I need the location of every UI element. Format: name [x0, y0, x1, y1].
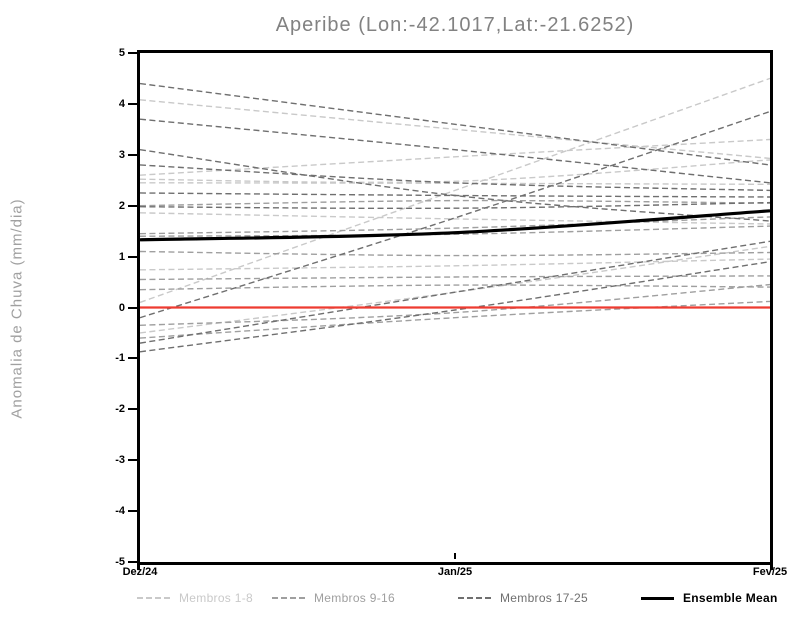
- member-line-g3-9: [140, 261, 770, 353]
- dashed-line-sample-dark: [458, 597, 491, 599]
- y-tick-mark: [128, 255, 137, 258]
- member-line-g2-7: [140, 300, 770, 339]
- x-tick-mark-jan: [454, 553, 456, 559]
- y-tick-label: 4: [118, 97, 125, 110]
- member-line-g1-2: [140, 159, 770, 184]
- legend-item-membros-1-8: Membros 1-8: [137, 590, 253, 606]
- y-tick-label: -5: [115, 556, 125, 568]
- member-line-g3-5: [140, 192, 770, 198]
- y-tick-mark: [128, 204, 137, 207]
- member-line-g2-1: [140, 216, 770, 235]
- y-tick-mark: [128, 153, 137, 156]
- legend-label: Membros 17-25: [500, 591, 588, 605]
- x-tick-label: Fev/25: [752, 566, 788, 578]
- member-line-g1-5: [140, 77, 770, 304]
- member-line-g1-7: [140, 212, 770, 225]
- y-tick-mark: [128, 52, 137, 54]
- legend-item-membros-9-16: Membros 9-16: [272, 590, 395, 606]
- y-tick-mark: [128, 306, 137, 309]
- plot-area: [140, 77, 770, 353]
- member-line-g1-1: [140, 99, 770, 160]
- member-line-g2-8: [140, 199, 770, 207]
- member-line-g3-3: [140, 149, 770, 222]
- legend-label: Ensemble Mean: [683, 591, 778, 605]
- y-tick-label: 1: [118, 250, 125, 263]
- member-line-g1-8: [140, 258, 770, 271]
- member-line-g3-1: [140, 82, 770, 166]
- y-axis-label: Anomalia de Chuva (mm/dia): [8, 198, 26, 419]
- dashed-line-sample-light: [137, 597, 170, 599]
- member-line-g3-6: [140, 201, 770, 210]
- dashed-line-sample-medium: [272, 597, 305, 599]
- y-tick-mark: [128, 510, 137, 513]
- y-tick-label: 2: [118, 199, 125, 212]
- member-line-g2-4: [140, 275, 770, 281]
- y-tick-label: 5: [118, 47, 125, 59]
- y-tick-mark: [128, 459, 137, 462]
- x-tick-label: Jan/25: [437, 566, 473, 578]
- member-line-g1-4: [140, 138, 770, 176]
- member-line-g2-6: [140, 283, 770, 327]
- member-line-g1-6: [140, 245, 770, 334]
- y-tick-mark: [128, 408, 137, 411]
- y-tick-label: -3: [115, 454, 125, 467]
- member-line-g3-8: [140, 240, 770, 344]
- y-tick-mark: [128, 561, 137, 563]
- legend-item-ensemble-mean: Ensemble Mean: [641, 590, 778, 606]
- x-tick-label: Dez/24: [122, 566, 158, 578]
- y-tick-label: -4: [115, 505, 125, 518]
- ensemble-mean-line: [140, 209, 770, 242]
- member-line-g3-7: [140, 110, 770, 319]
- member-line-g3-2: [140, 118, 770, 184]
- legend: Membros 1-8 Membros 9-16 Membros 17-25 E…: [0, 590, 800, 610]
- chart-title: Aperibe (Lon:-42.1017,Lat:-21.6252): [275, 14, 635, 36]
- member-line-g2-3: [140, 250, 770, 257]
- x-tick-mark-dez: [137, 565, 140, 570]
- legend-label: Membros 9-16: [314, 591, 395, 605]
- y-tick-label: -1: [115, 352, 125, 365]
- legend-label: Membros 1-8: [179, 591, 253, 605]
- member-line-g3-4: [140, 164, 770, 192]
- y-tick-label: 3: [118, 148, 125, 161]
- solid-line-sample-mean: [641, 596, 674, 600]
- y-tick-label: 0: [118, 301, 125, 314]
- plot-frame: [137, 50, 773, 565]
- member-line-g2-5: [140, 284, 770, 291]
- y-tick-mark: [128, 102, 137, 105]
- x-tick-mark-fev: [770, 565, 773, 570]
- y-tick-mark: [128, 357, 137, 360]
- legend-item-membros-17-25: Membros 17-25: [458, 590, 588, 606]
- y-tick-label: -2: [115, 403, 125, 416]
